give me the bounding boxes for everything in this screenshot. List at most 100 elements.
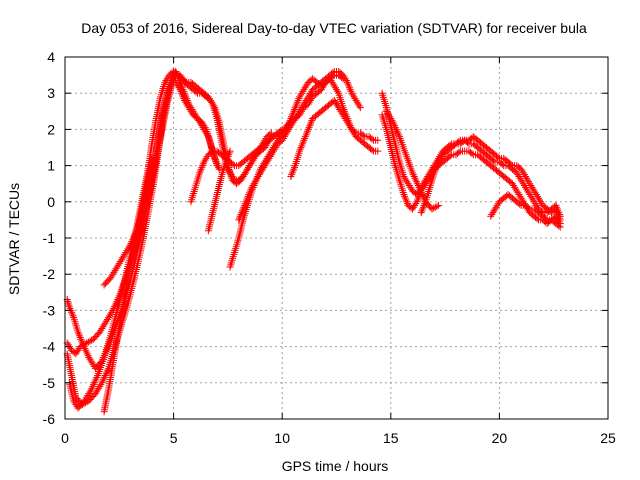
- data-point: [400, 172, 408, 180]
- data-point: [306, 120, 314, 128]
- data-point: [115, 259, 123, 267]
- data-point: [510, 182, 518, 190]
- data-point: [412, 200, 420, 208]
- data-point: [524, 187, 532, 195]
- data-point: [288, 171, 296, 179]
- data-point: [247, 160, 255, 168]
- data-point: [291, 163, 299, 171]
- y-tick-label: 2: [47, 121, 55, 137]
- data-point: [121, 250, 129, 258]
- axes: [64, 56, 609, 420]
- data-point: [343, 78, 351, 86]
- data-point: [178, 82, 186, 90]
- data-point: [518, 167, 526, 175]
- data-point: [347, 87, 355, 95]
- data-point: [187, 104, 195, 112]
- data-point: [64, 299, 72, 307]
- data-point: [409, 205, 417, 213]
- data-point: [235, 214, 243, 222]
- data-point: [86, 355, 94, 363]
- data-point: [287, 172, 295, 180]
- data-point: [92, 388, 100, 396]
- data-point: [106, 312, 114, 320]
- data-point: [296, 147, 304, 155]
- y-tick-label: 1: [47, 158, 55, 174]
- data-point: [374, 147, 382, 155]
- data-point: [517, 194, 525, 202]
- data-point: [351, 95, 359, 103]
- data-point: [493, 201, 501, 209]
- data-point: [285, 118, 293, 126]
- data-point: [198, 122, 206, 130]
- data-point: [344, 120, 352, 128]
- data-point: [267, 151, 275, 159]
- data-point: [295, 95, 303, 103]
- data-point: [197, 165, 205, 173]
- data-point: [202, 129, 210, 137]
- data-point: [87, 357, 95, 365]
- data-point: [418, 207, 426, 215]
- data-point: [182, 93, 190, 101]
- data-point: [228, 172, 236, 180]
- data-point: [78, 339, 86, 347]
- data-point: [337, 107, 345, 115]
- data-point: [82, 395, 90, 403]
- data-point: [99, 377, 107, 385]
- data-point: [192, 113, 200, 121]
- data-point: [179, 86, 187, 94]
- data-point: [224, 153, 232, 161]
- data-point: [400, 191, 408, 199]
- data-point: [340, 73, 348, 81]
- data-point: [435, 158, 443, 166]
- data-point: [98, 379, 106, 387]
- data-point: [285, 120, 293, 128]
- data-point: [181, 91, 189, 99]
- data-point: [344, 80, 352, 88]
- data-point: [302, 131, 310, 139]
- x-axis-label: GPS time / hours: [282, 458, 389, 474]
- data-point: [288, 113, 296, 121]
- data-point: [531, 200, 539, 208]
- data-point: [248, 158, 256, 166]
- data-point: [424, 176, 432, 184]
- data-point: [87, 386, 95, 394]
- data-point: [95, 384, 103, 392]
- data-point: [183, 95, 191, 103]
- data-point: [266, 130, 274, 138]
- data-point: [290, 165, 298, 173]
- y-tick-label: -6: [43, 411, 56, 427]
- series-arc-8: [204, 147, 234, 235]
- data-point: [529, 196, 537, 204]
- data-point: [195, 116, 203, 124]
- data-point: [410, 172, 418, 180]
- x-tick-label: 10: [274, 430, 290, 446]
- y-tick-label: -2: [43, 266, 56, 282]
- data-point: [513, 169, 521, 177]
- data-point: [90, 381, 98, 389]
- data-point: [97, 381, 105, 389]
- data-point: [518, 196, 526, 204]
- data-point: [82, 348, 90, 356]
- data-point: [329, 69, 337, 77]
- data-point: [225, 151, 233, 159]
- data-point: [532, 201, 540, 209]
- data-point: [292, 102, 300, 110]
- data-point: [391, 122, 399, 130]
- data-point: [327, 77, 335, 85]
- data-point: [88, 384, 96, 392]
- data-point: [229, 174, 237, 182]
- data-point: [267, 129, 275, 137]
- data-point: [359, 131, 367, 139]
- data-point: [391, 124, 399, 132]
- data-point: [331, 84, 339, 92]
- data-point: [251, 178, 259, 186]
- data-point: [246, 187, 254, 195]
- data-point: [437, 154, 445, 162]
- data-point: [355, 102, 363, 110]
- data-point: [334, 87, 342, 95]
- data-point: [410, 203, 418, 211]
- data-point: [123, 247, 131, 255]
- data-point: [387, 115, 395, 123]
- data-point: [527, 192, 535, 200]
- data-point: [225, 167, 233, 175]
